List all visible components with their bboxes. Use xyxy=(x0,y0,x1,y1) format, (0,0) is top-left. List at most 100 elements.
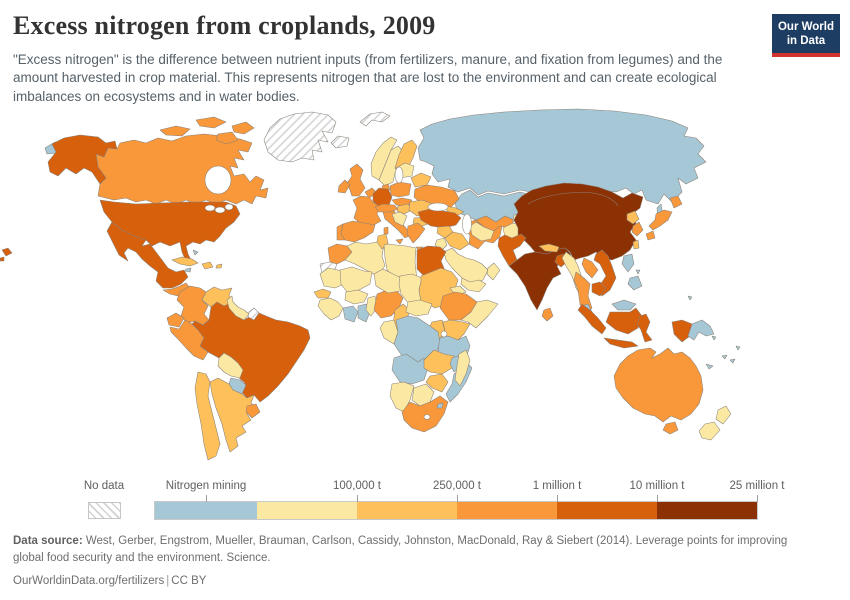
country-vietnam[interactable] xyxy=(593,249,617,297)
country-oman[interactable] xyxy=(486,262,501,281)
country-hungary[interactable] xyxy=(396,203,413,215)
country-south-africa[interactable] xyxy=(401,395,449,433)
country-caucasus[interactable] xyxy=(445,205,465,217)
country-south-korea[interactable] xyxy=(631,221,644,237)
country-pakistan[interactable] xyxy=(497,233,527,267)
country-japan-hokkaido[interactable] xyxy=(669,195,683,209)
country-fiji[interactable] xyxy=(729,358,736,364)
country-taiwan[interactable] xyxy=(632,239,640,250)
country-turkmenistan[interactable] xyxy=(469,221,495,242)
country-japan-honshu[interactable] xyxy=(648,209,673,231)
country-australia[interactable] xyxy=(613,347,704,423)
country-swaziland[interactable] xyxy=(436,402,444,409)
country-north-korea[interactable] xyxy=(626,210,640,225)
country-new-caledonia[interactable] xyxy=(705,363,714,370)
country-hawaii-2[interactable] xyxy=(0,256,5,262)
country-jamaica[interactable] xyxy=(184,267,192,273)
country-uruguay[interactable] xyxy=(245,403,261,419)
country-benin-togo[interactable] xyxy=(365,295,378,317)
country-czech-slovakia[interactable] xyxy=(391,197,413,207)
country-poland[interactable] xyxy=(389,181,412,198)
country-cambodia[interactable] xyxy=(591,281,607,297)
country-pacific-islands-1[interactable] xyxy=(687,295,693,301)
country-spain[interactable] xyxy=(340,220,376,243)
legend-segment-mining[interactable] xyxy=(155,502,257,519)
country-algeria[interactable] xyxy=(344,241,386,277)
country-madagascar[interactable] xyxy=(454,349,471,387)
country-argentina[interactable] xyxy=(209,377,257,453)
country-china[interactable] xyxy=(513,182,644,261)
country-italy-sardinia[interactable] xyxy=(383,226,389,235)
country-mali[interactable] xyxy=(339,266,373,293)
country-peru[interactable] xyxy=(169,319,209,361)
country-somalia[interactable] xyxy=(460,299,499,329)
country-hawaii[interactable] xyxy=(1,247,13,257)
country-svalbard[interactable] xyxy=(359,111,391,127)
country-central-african-republic[interactable] xyxy=(405,299,433,317)
country-italy-sicily[interactable] xyxy=(395,238,404,245)
country-pacific-islands-3[interactable] xyxy=(721,354,728,360)
country-japan-kyushu[interactable] xyxy=(645,230,656,241)
country-angola[interactable] xyxy=(391,353,429,385)
country-bahamas[interactable] xyxy=(192,249,199,256)
legend-segment-lt1m[interactable] xyxy=(457,502,557,519)
country-indonesia-sulawesi[interactable] xyxy=(636,313,653,343)
country-greenland[interactable] xyxy=(263,111,337,163)
country-canada-arctic1[interactable] xyxy=(159,125,191,137)
country-united-kingdom[interactable] xyxy=(346,163,366,197)
country-indonesia-java[interactable] xyxy=(603,337,639,349)
country-ireland[interactable] xyxy=(337,179,351,194)
country-guyana-suriname[interactable] xyxy=(226,295,250,321)
country-canada-baffin[interactable] xyxy=(215,131,239,145)
country-mexico[interactable] xyxy=(106,221,189,289)
country-zimbabwe[interactable] xyxy=(425,373,449,393)
country-french-guiana[interactable] xyxy=(247,307,260,321)
country-colombia[interactable] xyxy=(176,285,210,326)
country-puerto-rico[interactable] xyxy=(215,263,223,269)
country-hispaniola[interactable] xyxy=(201,261,214,270)
owid-url-link[interactable]: OurWorldinData.org/fertilizers xyxy=(13,575,165,588)
legend-no-data-swatch[interactable] xyxy=(88,502,121,519)
country-belarus[interactable] xyxy=(410,172,432,188)
country-chile[interactable] xyxy=(194,371,221,461)
country-nepal[interactable] xyxy=(538,243,560,253)
country-alaska[interactable] xyxy=(47,134,118,185)
legend-segment-lt100k[interactable] xyxy=(257,502,357,519)
country-germany[interactable] xyxy=(372,187,393,208)
country-france[interactable] xyxy=(352,195,382,227)
country-australia-tasmania[interactable] xyxy=(662,421,679,435)
country-iceland[interactable] xyxy=(330,135,350,149)
country-papua-new-guinea[interactable] xyxy=(687,319,715,341)
country-sri-lanka[interactable] xyxy=(541,307,554,322)
country-pacific-islands-2[interactable] xyxy=(711,335,717,341)
country-indonesia-papua[interactable] xyxy=(671,319,693,343)
country-laos[interactable] xyxy=(581,257,599,279)
country-lesotho[interactable] xyxy=(423,414,431,420)
country-canada[interactable] xyxy=(95,133,269,205)
legend-segment-lt25m[interactable] xyxy=(657,502,757,519)
country-ecuador[interactable] xyxy=(166,312,185,328)
legend-segment-lt250k[interactable] xyxy=(357,502,457,519)
country-yemen[interactable] xyxy=(460,277,487,293)
owid-logo[interactable]: Our World in Data xyxy=(772,14,840,57)
country-canada-arctic2[interactable] xyxy=(195,116,227,129)
country-burkina-faso[interactable] xyxy=(344,289,369,305)
country-greece[interactable] xyxy=(406,222,426,244)
country-philippines-mindanao[interactable] xyxy=(627,275,643,291)
country-indonesia-sumatra[interactable] xyxy=(577,303,607,335)
country-new-zealand-south[interactable] xyxy=(698,421,721,441)
country-india[interactable] xyxy=(508,247,572,311)
country-guinea[interactable] xyxy=(317,297,344,321)
country-philippines-visayas[interactable] xyxy=(635,269,641,275)
country-cuba[interactable] xyxy=(171,256,199,267)
country-new-zealand-north[interactable] xyxy=(715,405,732,425)
country-canada-arctic3[interactable] xyxy=(231,121,255,135)
country-bolivia[interactable] xyxy=(217,352,244,379)
country-senegal[interactable] xyxy=(313,288,332,299)
legend-segment-lt10m[interactable] xyxy=(557,502,657,519)
country-indonesia-kalimantan[interactable] xyxy=(605,307,643,335)
country-pacific-islands-4[interactable] xyxy=(735,345,741,351)
country-malaysia-borneo[interactable] xyxy=(611,299,637,311)
country-west-balkans[interactable] xyxy=(391,211,408,227)
